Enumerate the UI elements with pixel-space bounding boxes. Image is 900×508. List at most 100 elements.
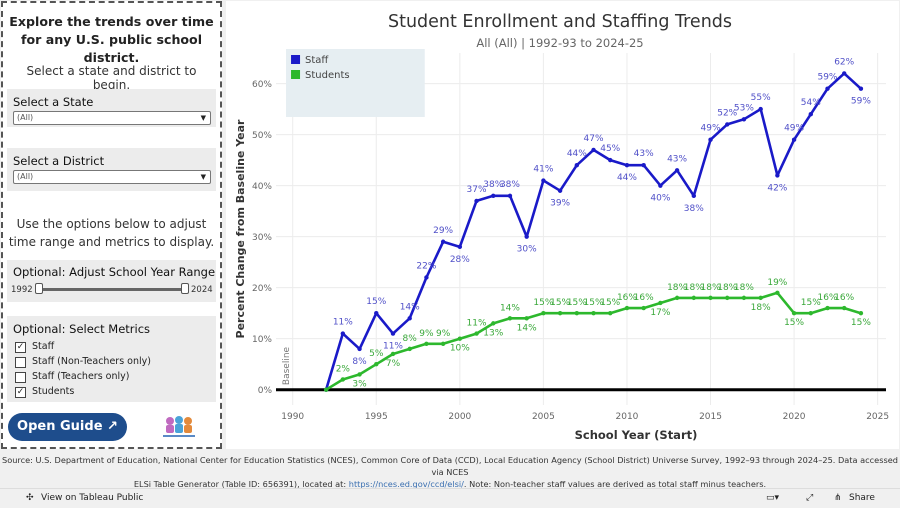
metric-checkbox[interactable]: ✓ (15, 387, 26, 398)
data-point (491, 193, 496, 199)
share-button[interactable]: Share (849, 493, 875, 503)
share-icon[interactable]: ⋔ (834, 493, 842, 503)
data-label: 59% (817, 73, 837, 83)
data-point (407, 346, 412, 352)
x-tick-label: 2000 (448, 412, 471, 422)
tableau-toolbar: ✣ View on Tableau Public ▭▾ ⤢ ⋔ Share (0, 488, 900, 508)
data-point (557, 188, 563, 193)
data-label: 5% (369, 349, 384, 359)
data-label: 29% (433, 226, 453, 236)
data-point (775, 290, 780, 295)
data-label: 52% (717, 108, 737, 118)
data-label: 15% (550, 298, 570, 308)
data-point (842, 305, 847, 311)
metric-checkbox[interactable] (15, 357, 26, 368)
data-point (725, 122, 730, 127)
data-label: 38% (684, 204, 704, 214)
metrics-label: Optional: Select Metrics (13, 322, 151, 336)
data-point (474, 198, 479, 204)
data-label: 15% (600, 298, 620, 308)
data-label: 41% (533, 165, 553, 175)
y-axis-label: Percent Change from Baseline Year (234, 119, 247, 339)
data-label: 18% (667, 283, 687, 293)
comment-icon[interactable]: ▭▾ (766, 493, 780, 503)
data-point (808, 112, 813, 117)
x-tick-label: 1995 (365, 412, 388, 422)
data-label: 39% (550, 199, 570, 209)
x-tick-label: 2015 (699, 412, 722, 422)
data-label: 22% (416, 261, 436, 271)
data-point (357, 346, 362, 352)
year-range-label: Optional: Adjust School Year Range (13, 265, 216, 279)
y-tick-label: 20% (252, 284, 272, 294)
fullscreen-icon[interactable]: ⤢ (806, 493, 814, 503)
data-label: 15% (784, 318, 804, 328)
data-label: 14% (500, 303, 520, 313)
data-label: 3% (352, 379, 367, 389)
data-label: 49% (784, 124, 804, 134)
data-point (591, 147, 596, 153)
data-label: 15% (533, 298, 553, 308)
data-label: 16% (634, 293, 654, 303)
open-guide-button[interactable]: Open Guide ↗ (8, 413, 127, 441)
data-label: 28% (450, 255, 470, 265)
district-select[interactable]: (All) ▼ (13, 170, 211, 184)
data-point (357, 372, 362, 377)
data-label: 44% (567, 149, 587, 159)
year-range-slider[interactable] (37, 288, 187, 291)
data-label: 18% (717, 283, 737, 293)
data-label: 9% (419, 329, 434, 339)
data-label: 8% (403, 334, 418, 344)
legend-label: Staff (305, 55, 329, 66)
data-point (491, 321, 496, 326)
source-note: Source: U.S. Department of Education, Na… (0, 454, 900, 490)
data-label: 40% (650, 194, 670, 204)
metric-checkbox[interactable] (15, 372, 26, 383)
metric-label: Staff (Non-Teachers only) (32, 356, 151, 367)
y-tick-label: 30% (252, 233, 272, 243)
data-point (858, 310, 864, 316)
data-point (507, 193, 513, 199)
data-point (340, 331, 346, 336)
data-point (674, 168, 680, 173)
source-line-1: Source: U.S. Department of Education, Na… (2, 455, 898, 477)
data-point (691, 295, 697, 301)
data-label: 2% (336, 364, 351, 374)
begin-text: Select a state and district to begin. (26, 64, 197, 92)
state-select[interactable]: (All) ▼ (13, 111, 211, 125)
data-point (791, 137, 797, 142)
data-point (658, 183, 663, 188)
view-on-tableau-link[interactable]: View on Tableau Public (41, 493, 144, 503)
data-label: 18% (684, 283, 704, 293)
data-point (407, 316, 412, 321)
data-label: 15% (567, 298, 587, 308)
chevron-down-icon: ▼ (200, 173, 206, 181)
data-point (474, 331, 479, 336)
range-max-handle[interactable] (181, 283, 189, 294)
data-point (424, 341, 429, 346)
data-point (825, 305, 830, 311)
chart-subtitle: All (All) | 1992-93 to 2024-25 (476, 36, 643, 50)
data-point (574, 163, 580, 168)
data-label: 59% (851, 97, 871, 107)
data-label: 16% (817, 293, 837, 303)
data-point (374, 310, 379, 316)
data-point (741, 295, 747, 301)
source-link[interactable]: https://nces.ed.gov/ccd/elsi/ (348, 479, 464, 489)
data-point (524, 316, 529, 321)
data-label: 43% (667, 154, 687, 164)
x-tick-label: 2005 (532, 412, 555, 422)
x-tick-label: 2020 (783, 412, 806, 422)
data-label: 18% (701, 283, 721, 293)
data-label: 49% (701, 124, 721, 134)
data-point (374, 361, 379, 367)
metric-label: Staff (32, 341, 55, 352)
data-label: 9% (436, 329, 451, 339)
metric-checkbox[interactable]: ✓ (15, 342, 26, 353)
data-point (725, 295, 730, 301)
data-label: 38% (500, 180, 520, 190)
data-label: 15% (851, 318, 871, 328)
state-filter-label: Select a State (13, 95, 94, 109)
range-min-handle[interactable] (35, 283, 43, 294)
data-point (507, 316, 513, 321)
